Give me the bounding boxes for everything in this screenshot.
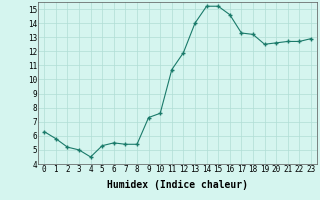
X-axis label: Humidex (Indice chaleur): Humidex (Indice chaleur) [107, 180, 248, 190]
